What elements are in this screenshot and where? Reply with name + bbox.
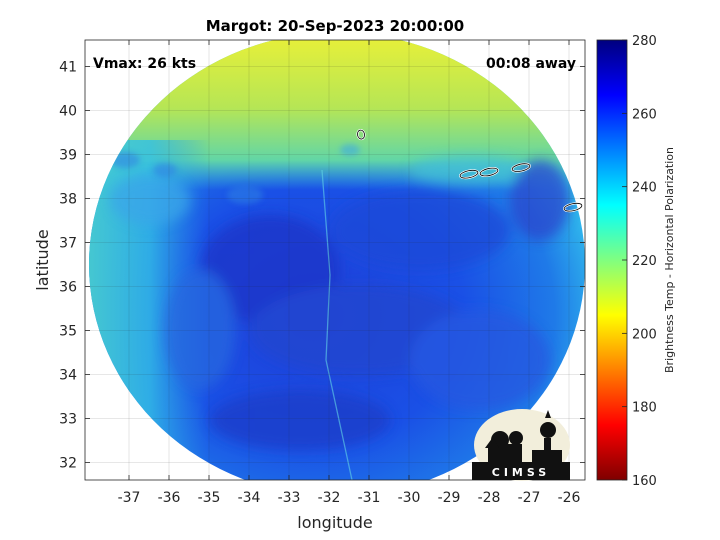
vmax-annotation: Vmax: 26 kts: [93, 56, 196, 72]
colorbar-tick-label: 240: [632, 181, 657, 196]
grid: [85, 40, 585, 480]
colorbar-label: Brightness Temp - Horizontal Polarizatio…: [663, 147, 676, 373]
colorbar-tick-label: 200: [632, 327, 657, 342]
y-axis: 32 33 34 35 36 37 38 39 40 41: [59, 59, 585, 471]
x-tick-label: -35: [198, 490, 221, 506]
y-axis-label: latitude: [33, 229, 52, 290]
x-tick-label: -30: [398, 490, 421, 506]
island-coast: [511, 163, 531, 172]
y-tick-label: 37: [59, 235, 77, 251]
y-tick-label: 36: [59, 279, 77, 295]
colorbar-tick-label: 160: [632, 474, 657, 489]
y-tick-label: 35: [59, 323, 77, 339]
island-coast: [479, 167, 499, 177]
x-tick-label: -26: [558, 490, 581, 506]
y-tick-label: 41: [59, 59, 77, 75]
y-tick-label: 33: [59, 411, 77, 427]
logo-text: CIMSS: [492, 466, 550, 479]
colorbar-tick-label: 180: [632, 401, 657, 416]
x-tick-label: -32: [318, 490, 341, 506]
axes-box: [84, 39, 586, 481]
x-tick-label: -37: [118, 490, 141, 506]
time-away-annotation: 00:08 away: [486, 56, 576, 72]
y-tick-label: 34: [59, 367, 77, 383]
x-axis: -37 -36 -35 -34 -33 -32 -31 -30 -29 -28 -27 -26: [118, 40, 581, 506]
island-coast: [357, 129, 365, 140]
island-coast: [563, 202, 583, 212]
colorbar-tick-label: 280: [632, 34, 657, 49]
x-tick-label: -31: [358, 490, 381, 506]
x-tick-label: -33: [278, 490, 301, 506]
x-tick-label: -27: [518, 490, 541, 506]
x-axis-label: longitude: [297, 513, 372, 532]
y-tick-label: 38: [59, 191, 77, 207]
y-tick-label: 32: [59, 455, 77, 471]
x-tick-label: -28: [478, 490, 501, 506]
x-tick-label: -29: [438, 490, 461, 506]
cimss-logo: CIMSS: [472, 409, 570, 481]
colorbar-tick-label: 220: [632, 254, 657, 269]
chart-title: Margot: 20-Sep-2023 20:00:00: [206, 17, 465, 35]
y-tick-label: 40: [59, 103, 77, 119]
x-tick-label: -36: [158, 490, 181, 506]
brightness-temp-swath: [89, 40, 585, 480]
colorbar-ticks: 160 180 200 220 240 260 280: [622, 34, 657, 489]
x-tick-label: -34: [238, 490, 261, 506]
island-coast: [459, 169, 479, 179]
colorbar-tick-label: 260: [632, 107, 657, 122]
coastline-islands: [356, 129, 583, 213]
y-tick-label: 39: [59, 147, 77, 163]
